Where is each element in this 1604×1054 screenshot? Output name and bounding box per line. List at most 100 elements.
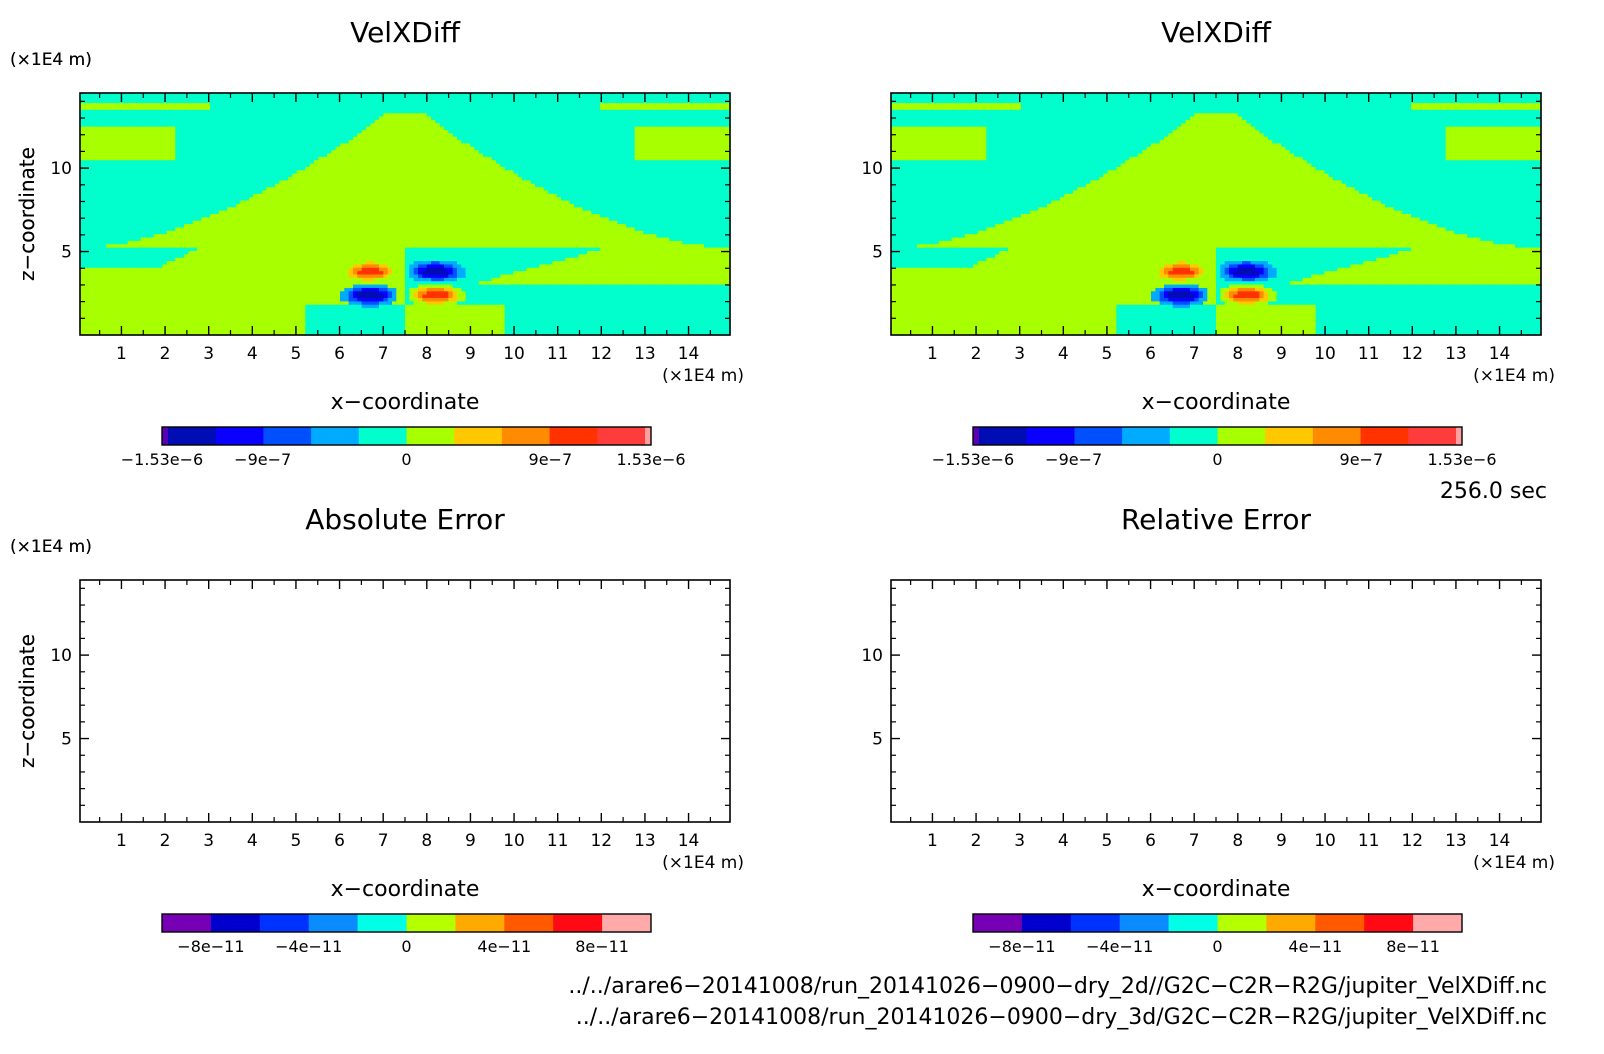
- field-cell: [223, 116, 228, 121]
- field-cell: [149, 264, 155, 269]
- field-cell: [153, 106, 159, 111]
- field-cell: [296, 281, 302, 286]
- field-cell: [123, 287, 129, 292]
- field-cell: [296, 237, 302, 242]
- field-cell: [301, 244, 306, 249]
- field-cell: [205, 261, 211, 266]
- field-cell: [166, 301, 172, 306]
- field-cell: [335, 116, 341, 121]
- field-cell: [101, 244, 107, 249]
- field-cell: [236, 150, 241, 155]
- field-cell: [257, 190, 263, 195]
- field-cell: [106, 250, 111, 255]
- field-cell: [253, 331, 259, 336]
- field-cell: [149, 109, 155, 114]
- field-cell: [136, 119, 142, 124]
- field-cell: [114, 109, 120, 114]
- field-cell: [158, 156, 163, 161]
- field-cell: [153, 291, 159, 296]
- field-cell: [231, 244, 237, 249]
- field-cell: [279, 254, 285, 259]
- field-cell: [201, 318, 207, 323]
- field-cell: [88, 250, 94, 255]
- field-cell: [270, 274, 276, 279]
- field-cell: [114, 129, 120, 134]
- field-cell: [305, 287, 311, 292]
- field-cell: [188, 146, 194, 151]
- field-cell: [97, 257, 103, 262]
- field-cell: [249, 187, 254, 192]
- field-cell: [270, 321, 276, 326]
- field-cell: [270, 190, 276, 195]
- field-cell: [275, 277, 280, 282]
- field-cell: [140, 180, 146, 185]
- field-cell: [114, 247, 120, 252]
- field-cell: [136, 207, 142, 212]
- field-cell: [88, 109, 94, 114]
- field-cell: [88, 324, 94, 329]
- field-cell: [171, 314, 176, 319]
- field-cell: [188, 308, 194, 313]
- field-cell: [80, 230, 85, 235]
- field-cell: [327, 277, 332, 282]
- field-cell: [205, 308, 211, 313]
- field-cell: [279, 150, 285, 155]
- field-cell: [197, 254, 202, 259]
- field-cell: [344, 136, 350, 141]
- field-cell: [153, 136, 159, 141]
- field-cell: [223, 214, 228, 218]
- field-cell: [192, 274, 198, 279]
- field-cell: [101, 234, 107, 239]
- field-cell: [214, 140, 220, 145]
- field-cell: [305, 284, 311, 289]
- field-cell: [318, 170, 324, 175]
- field-cell: [88, 183, 94, 188]
- field-cell: [114, 133, 120, 138]
- field-cell: [327, 210, 332, 215]
- field-cell: [197, 136, 202, 141]
- field-cell: [244, 277, 250, 282]
- field-cell: [149, 177, 155, 181]
- field-cell: [305, 250, 311, 255]
- field-cell: [318, 210, 324, 215]
- field-cell: [322, 308, 328, 313]
- field-cell: [93, 224, 98, 229]
- field-cell: [158, 321, 163, 326]
- field-cell: [331, 93, 337, 97]
- field-cell: [249, 308, 254, 313]
- field-cell: [253, 190, 259, 195]
- field-cell: [205, 234, 211, 239]
- field-cell: [322, 203, 328, 208]
- field-cell: [257, 250, 263, 255]
- field-cell: [175, 177, 181, 181]
- field-cell: [149, 261, 155, 266]
- field-cell: [149, 116, 155, 121]
- field-cell: [279, 207, 285, 212]
- field-cell: [93, 250, 98, 255]
- field-cell: [162, 156, 168, 161]
- field-cell: [110, 277, 116, 282]
- field-cell: [244, 200, 250, 205]
- field-cell: [188, 240, 194, 245]
- field-cell: [97, 267, 103, 272]
- field-cell: [123, 328, 129, 333]
- field-cell: [218, 257, 224, 262]
- field-cell: [201, 106, 207, 111]
- field-cell: [218, 146, 224, 151]
- field-cell: [140, 301, 146, 306]
- field-cell: [119, 197, 124, 202]
- field-cell: [322, 106, 328, 111]
- field-cell: [93, 321, 98, 326]
- field-cell: [296, 227, 302, 232]
- field-cell: [184, 109, 189, 114]
- field-cell: [119, 220, 124, 225]
- field-cell: [266, 140, 272, 145]
- field-cell: [292, 173, 298, 178]
- field-cell: [296, 328, 302, 333]
- field-cell: [262, 140, 267, 145]
- field-cell: [231, 304, 237, 309]
- field-cell: [179, 224, 185, 229]
- field-cell: [127, 109, 133, 114]
- field-cell: [184, 240, 189, 245]
- field-cell: [236, 200, 241, 205]
